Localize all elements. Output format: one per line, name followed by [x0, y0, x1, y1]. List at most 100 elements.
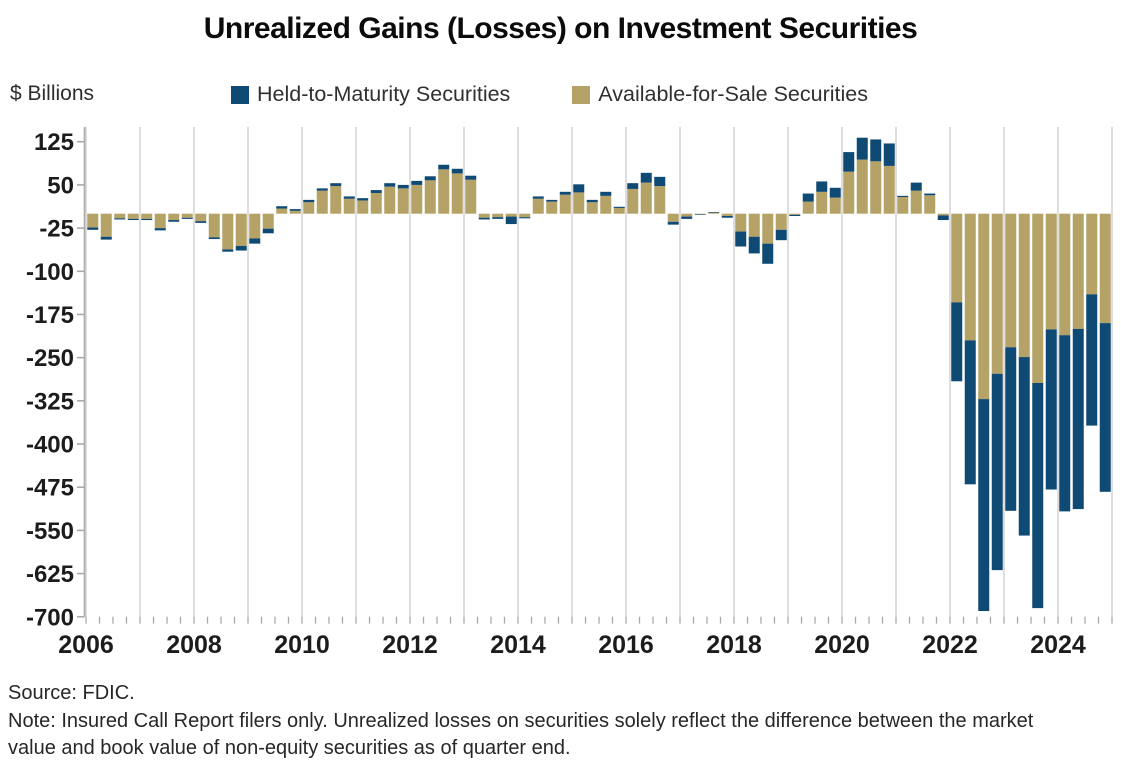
- y-tick-label: -175: [26, 302, 74, 329]
- bar-segment-htm-2012Q1: [411, 180, 423, 185]
- chart-title: Unrealized Gains (Losses) on Investment …: [203, 12, 918, 45]
- bar-segment-afs-2010Q2: [316, 190, 328, 214]
- bar-segment-afs-2008Q2: [208, 213, 220, 238]
- bar-segment-htm-2019Q3: [816, 181, 828, 192]
- bar-segment-afs-2017Q4: [721, 213, 733, 217]
- x-tick-label: 2018: [706, 631, 762, 659]
- bar-segment-afs-2015Q2: [586, 202, 598, 214]
- bar-segment-afs-2013Q2: [478, 213, 490, 218]
- bar-segment-afs-2020Q1: [843, 171, 855, 214]
- bar-segment-afs-2007Q3: [168, 213, 180, 221]
- bar-segment-afs-2011Q2: [370, 192, 382, 214]
- gridlines-layer: [85, 127, 1113, 617]
- bar-segment-htm-2012Q2: [424, 176, 436, 181]
- bar-segment-htm-2011Q1: [357, 198, 369, 201]
- bar-segment-afs-2010Q1: [303, 202, 315, 214]
- bar-segment-htm-2012Q4: [451, 168, 463, 174]
- bar-segment-afs-2024Q2: [1072, 213, 1084, 329]
- axes-layer: [77, 127, 1113, 624]
- bar-segment-htm-2015Q2: [586, 199, 598, 203]
- bar-segment-afs-2024Q1: [1059, 213, 1071, 336]
- bar-segment-afs-2013Q1: [465, 179, 477, 214]
- legend: Held-to-Maturity Securities Available-fo…: [231, 82, 868, 107]
- bar-segment-htm-2016Q3: [654, 176, 666, 187]
- bar-segment-afs-2016Q4: [667, 213, 679, 222]
- bar-segment-htm-2018Q4: [775, 229, 787, 241]
- legend-swatch-htm-icon: [231, 85, 249, 104]
- bar-segment-afs-2011Q3: [384, 186, 396, 214]
- bar-segment-afs-2009Q1: [249, 213, 261, 239]
- axis-labels-layer: 125 50 -25 -100 -175 -250 -325 -400 -475 -550 -625…: [26, 129, 1086, 659]
- legend-item-held-to-maturity: Held-to-Maturity Securities: [231, 82, 510, 107]
- bar-segment-htm-2024Q2: [1072, 328, 1084, 510]
- bar-segment-afs-2015Q1: [573, 192, 585, 214]
- bar-segment-htm-2008Q3: [222, 249, 234, 252]
- bar-segment-htm-2013Q1: [465, 175, 477, 180]
- bar-segment-afs-2007Q2: [154, 213, 166, 229]
- bar-segment-htm-2009Q2: [262, 228, 274, 234]
- bar-segment-afs-2023Q4: [1045, 213, 1057, 330]
- bar-segment-htm-2009Q3: [276, 206, 288, 209]
- bar-segment-htm-2022Q2: [964, 340, 976, 485]
- bar-segment-afs-2022Q3: [978, 213, 990, 400]
- x-tick-label: 2014: [490, 631, 546, 659]
- bar-segment-afs-2019Q3: [816, 191, 828, 214]
- bar-segment-htm-2007Q3: [168, 220, 180, 222]
- bar-segment-htm-2020Q4: [883, 143, 895, 166]
- bar-segment-htm-2016Q4: [667, 221, 679, 225]
- bar-segment-htm-2023Q3: [1032, 382, 1044, 609]
- bar-segment-afs-2012Q2: [424, 180, 436, 214]
- y-tick-label: -325: [26, 388, 74, 415]
- x-tick-label: 2008: [166, 631, 222, 659]
- bar-segment-htm-2006Q1: [87, 227, 99, 230]
- bar-segment-htm-2019Q2: [802, 193, 814, 202]
- bar-segment-afs-2022Q4: [991, 213, 1003, 374]
- bar-segment-afs-2021Q2: [910, 190, 922, 214]
- bar-segment-afs-2015Q4: [613, 207, 625, 214]
- bar-segment-afs-2008Q4: [235, 213, 247, 246]
- y-tick-label: -25: [39, 216, 74, 243]
- bar-segment-htm-2013Q3: [492, 217, 504, 219]
- bar-segment-afs-2012Q1: [411, 184, 423, 214]
- bar-segment-afs-2006Q1: [87, 213, 99, 228]
- bar-segment-htm-2020Q3: [870, 139, 882, 162]
- bar-segment-htm-2023Q1: [1005, 347, 1017, 511]
- bar-segment-afs-2017Q1: [681, 213, 693, 217]
- bar-segment-htm-2006Q3: [114, 218, 126, 220]
- bar-segment-afs-2022Q2: [964, 213, 976, 341]
- bar-segment-htm-2017Q1: [681, 216, 693, 219]
- bar-segment-afs-2017Q2: [694, 213, 706, 215]
- bar-segment-afs-2012Q3: [438, 169, 450, 214]
- bar-segment-afs-2023Q1: [1005, 213, 1017, 348]
- source-text: Source: FDIC.: [8, 682, 135, 704]
- bar-segment-afs-2011Q1: [357, 200, 369, 214]
- bar-segment-htm-2009Q1: [249, 238, 261, 244]
- bar-segment-htm-2014Q4: [559, 191, 571, 195]
- bar-segment-afs-2019Q2: [802, 201, 814, 214]
- bar-segment-afs-2023Q3: [1032, 213, 1044, 383]
- bar-segment-afs-2013Q4: [505, 213, 517, 217]
- bar-segment-afs-2014Q2: [532, 198, 544, 214]
- bar-segment-afs-2018Q2: [748, 213, 760, 237]
- y-tick-label: 125: [34, 129, 74, 156]
- bar-segment-afs-2006Q3: [114, 213, 126, 219]
- bar-segment-htm-2017Q4: [721, 216, 733, 218]
- legend-label-htm: Held-to-Maturity Securities: [257, 82, 511, 106]
- bar-segment-htm-2014Q2: [532, 196, 544, 199]
- bar-segment-htm-2024Q4: [1099, 323, 1111, 492]
- bar-segment-afs-2014Q4: [559, 194, 571, 214]
- note-text: Note: Insured Call Report filers only. U…: [8, 710, 1034, 759]
- bar-segment-afs-2017Q3: [708, 212, 720, 214]
- bar-segment-afs-2008Q1: [195, 213, 207, 222]
- bar-segment-htm-2024Q3: [1086, 294, 1098, 426]
- bar-segment-afs-2021Q3: [924, 195, 936, 214]
- x-tick-label: 2006: [58, 631, 114, 659]
- bar-segment-afs-2018Q3: [762, 213, 774, 244]
- bar-segment-afs-2020Q3: [870, 161, 882, 214]
- bar-segment-htm-2016Q2: [640, 172, 652, 183]
- bar-segment-afs-2011Q4: [397, 188, 409, 214]
- bar-segment-htm-2008Q2: [208, 237, 220, 240]
- bar-segment-afs-2019Q4: [829, 197, 841, 214]
- bar-segment-htm-2017Q3: [708, 211, 720, 213]
